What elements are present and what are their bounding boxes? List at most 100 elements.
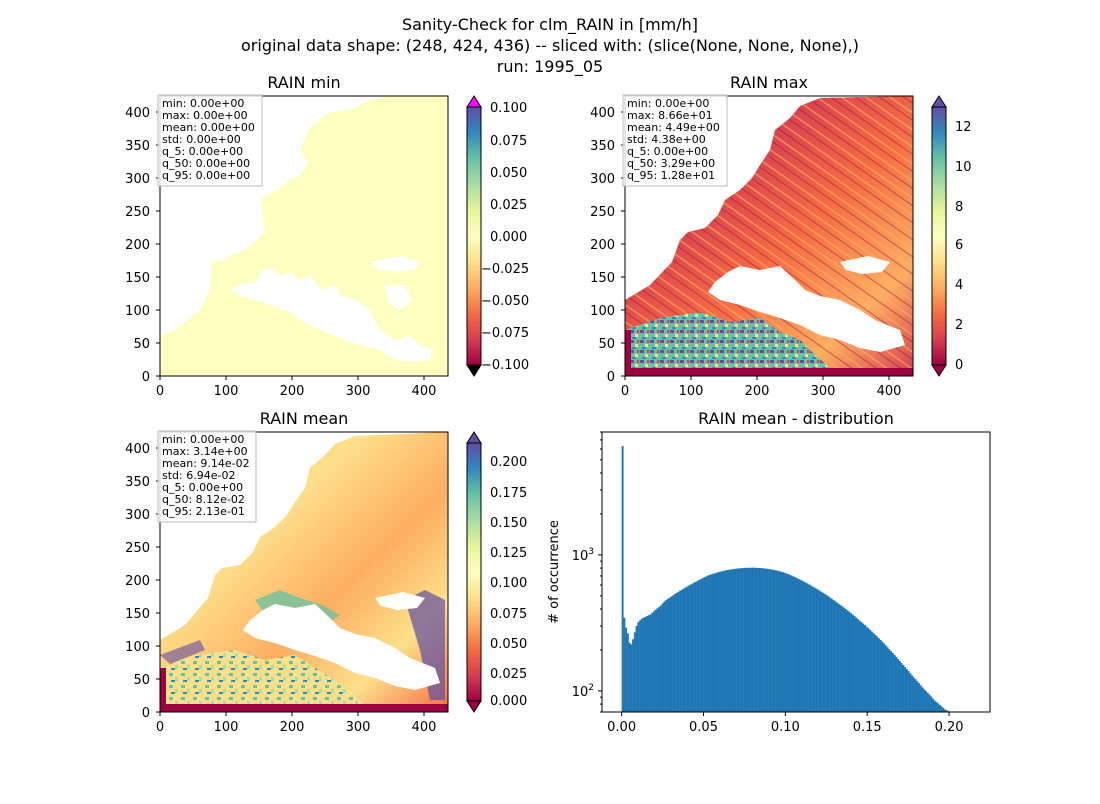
colorbar-tick-label: 0.200 bbox=[490, 455, 527, 470]
histogram-bar bbox=[944, 709, 947, 712]
histogram-bar bbox=[663, 601, 666, 712]
stats-box-rain-min: min: 0.00e+00 max: 0.00e+00 mean: 0.00e+… bbox=[157, 94, 263, 187]
histogram-bar bbox=[837, 603, 840, 712]
histogram-bar bbox=[851, 614, 854, 712]
histogram-bar bbox=[787, 574, 790, 712]
x-tick-label: 400 bbox=[412, 384, 437, 399]
histogram-bar bbox=[841, 606, 844, 712]
histogram-bar bbox=[830, 598, 833, 712]
panel-title-rain-min: RAIN min bbox=[267, 73, 340, 92]
y-tick-label: 0 bbox=[607, 370, 615, 385]
histogram-bar bbox=[776, 570, 779, 712]
histogram-bar bbox=[628, 642, 631, 712]
histogram-bar bbox=[870, 631, 873, 712]
histogram-bar bbox=[626, 633, 629, 712]
stat-line: q_95: 0.00e+00 bbox=[162, 169, 250, 182]
colorbar-tick-label: 0.100 bbox=[490, 576, 527, 591]
stat-line: max: 8.66e+01 bbox=[627, 109, 713, 122]
y-tick-label: 350 bbox=[125, 475, 150, 490]
histogram-bar bbox=[621, 446, 624, 712]
histogram-bar bbox=[796, 578, 798, 712]
colorbar-tick-label: 0.000 bbox=[490, 230, 527, 245]
histogram-bar bbox=[802, 581, 805, 712]
x-tick-label: 200 bbox=[280, 720, 305, 735]
y-tick-label: 350 bbox=[590, 139, 615, 154]
y-tick-label: 0 bbox=[142, 706, 150, 721]
y-tick-label: 103 bbox=[572, 547, 594, 564]
colorbar-extend-top bbox=[466, 95, 482, 108]
colorbar-fill bbox=[466, 442, 482, 702]
histogram-bar bbox=[689, 584, 692, 712]
histogram-bar bbox=[679, 590, 682, 712]
histogram-bar bbox=[891, 653, 894, 712]
histogram-bar bbox=[834, 601, 837, 712]
colorbar-tick-label: −0.075 bbox=[481, 326, 529, 341]
stat-line: max: 3.14e+00 bbox=[162, 445, 248, 458]
histogram-bar bbox=[656, 608, 659, 712]
histogram-bar bbox=[754, 567, 757, 712]
panel-rain-max: RAIN max 0 100 200 300 400 0 50 100 150 bbox=[590, 73, 971, 399]
panel-title-distribution: RAIN mean - distribution bbox=[698, 409, 894, 428]
stat-line: q_95: 2.13e-01 bbox=[162, 505, 245, 518]
stat-line: q_50: 8.12e-02 bbox=[162, 493, 245, 506]
histogram-bar bbox=[780, 571, 783, 712]
histogram-bar bbox=[694, 581, 697, 712]
histogram-bar bbox=[872, 633, 875, 712]
histogram-bar bbox=[736, 568, 739, 712]
y-tick-label: 100 bbox=[125, 640, 150, 655]
x-tick-label: 400 bbox=[877, 384, 902, 399]
land-map-rain-mean bbox=[160, 432, 448, 712]
histogram-bar bbox=[799, 579, 802, 712]
histogram-bar bbox=[893, 654, 896, 712]
x-tick-label: 200 bbox=[745, 384, 770, 399]
histogram-bar bbox=[670, 596, 673, 712]
colorbar-extend-bottom bbox=[466, 700, 482, 713]
histogram-bar bbox=[630, 644, 633, 712]
histogram-bar bbox=[701, 578, 704, 712]
histogram-bar bbox=[844, 609, 847, 712]
y-tick-label: 200 bbox=[125, 574, 150, 589]
histogram-bar bbox=[745, 567, 748, 712]
y-tick-label: 50 bbox=[598, 337, 615, 352]
histogram-bar bbox=[700, 578, 703, 712]
plot-frame-distribution bbox=[601, 431, 991, 713]
colorbar-extend-bottom bbox=[466, 364, 482, 377]
histogram-bar bbox=[839, 605, 842, 712]
histogram-bar bbox=[687, 585, 690, 712]
histogram-bar bbox=[635, 626, 638, 712]
colorbar-tick-label: 0.100 bbox=[490, 101, 527, 116]
colorbar-tick-label: 0.125 bbox=[490, 546, 527, 561]
histogram-bar bbox=[809, 585, 812, 712]
histogram-bar bbox=[717, 572, 720, 712]
histogram-bar bbox=[768, 569, 771, 712]
histogram-bar bbox=[829, 597, 832, 712]
histogram-bar bbox=[733, 568, 736, 712]
colorbar-tick-label: 4 bbox=[955, 278, 963, 293]
histogram-bar bbox=[738, 568, 741, 712]
panel-title-rain-max: RAIN max bbox=[730, 73, 808, 92]
histogram-bar bbox=[884, 645, 887, 712]
histogram-bar bbox=[623, 617, 626, 712]
histogram-bar bbox=[846, 610, 849, 712]
histogram-bar bbox=[775, 570, 778, 712]
colorbar-tick-label: 0.150 bbox=[490, 516, 527, 531]
histogram-bar bbox=[642, 617, 645, 712]
histogram-bar bbox=[928, 694, 931, 712]
x-axis-distribution: 0.00 0.05 0.10 0.15 0.20 bbox=[607, 712, 964, 735]
histogram-bar bbox=[651, 612, 654, 712]
histogram-bar bbox=[902, 665, 905, 712]
histogram-bar bbox=[789, 574, 791, 712]
stat-line: std: 4.38e+00 bbox=[627, 133, 706, 146]
stat-line: q_95: 1.28e+01 bbox=[627, 169, 715, 182]
y-axis-rain-mean: 0 50 100 150 200 250 300 350 400 bbox=[125, 442, 160, 721]
y-tick-label: 50 bbox=[133, 673, 150, 688]
histogram-bar bbox=[660, 605, 662, 712]
y-tick-label: 400 bbox=[590, 106, 615, 121]
histogram-bar bbox=[864, 625, 866, 712]
histogram-bar bbox=[691, 583, 694, 712]
histogram-bars bbox=[621, 446, 950, 712]
histogram-bar bbox=[726, 570, 729, 712]
colorbar-rain-max: 12 10 8 6 4 2 0 bbox=[931, 95, 972, 377]
histogram-bar bbox=[769, 569, 772, 712]
histogram-bar bbox=[914, 679, 917, 712]
